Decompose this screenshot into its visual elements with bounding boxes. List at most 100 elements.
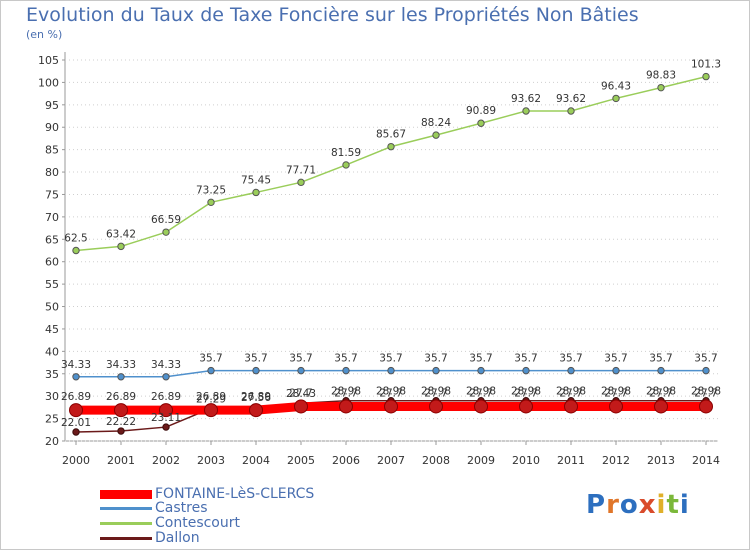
data-point <box>72 246 80 255</box>
data-label: 35.7 <box>514 353 537 365</box>
data-label: 62.5 <box>64 233 87 245</box>
data-point <box>162 228 170 236</box>
data-label: 88.24 <box>421 117 451 129</box>
data-label: 27.7 <box>469 387 492 399</box>
data-point <box>432 366 440 375</box>
data-point <box>477 366 485 375</box>
data-point <box>384 399 398 414</box>
data-label: 27.56 <box>241 392 271 404</box>
x-tick-label: 2012 <box>602 454 630 467</box>
data-label: 93.62 <box>556 93 586 105</box>
data-label: 26.89 <box>196 391 226 403</box>
y-tick-label: 80 <box>45 166 59 179</box>
logo-letter: P <box>586 490 607 520</box>
logo-letter: x <box>638 490 657 520</box>
unit-label: (en %) <box>26 28 63 41</box>
data-point <box>162 423 170 431</box>
data-label: 27.7 <box>334 387 357 399</box>
x-tick-label: 2007 <box>377 454 405 467</box>
logo-letter: r <box>606 490 620 520</box>
legend-label-contescourt: Contescourt <box>155 515 240 531</box>
data-label: 26.89 <box>61 391 91 403</box>
data-point <box>612 94 620 103</box>
data-label: 27.7 <box>424 387 447 399</box>
data-label: 66.59 <box>151 214 181 226</box>
data-label: 34.33 <box>151 359 181 371</box>
data-label: 35.7 <box>559 353 582 365</box>
data-label: 35.7 <box>694 353 717 365</box>
x-tick-label: 2006 <box>332 454 360 467</box>
legend-swatch-fontaine <box>100 489 152 499</box>
x-tick-label: 2011 <box>557 454 585 467</box>
data-label: 27.7 <box>649 387 672 399</box>
data-label: 35.7 <box>604 353 627 365</box>
data-label: 35.7 <box>469 353 492 365</box>
data-label: 35.7 <box>424 353 447 365</box>
x-tick-label: 2005 <box>287 454 315 467</box>
data-point <box>567 366 575 375</box>
legend-item-contescourt: Contescourt <box>100 515 240 531</box>
data-point <box>159 403 173 418</box>
data-label: 27.7 <box>379 387 402 399</box>
grid-lines <box>65 59 718 442</box>
data-point <box>117 373 125 381</box>
data-label: 28.98 <box>421 386 451 398</box>
y-tick-label: 50 <box>45 301 59 314</box>
data-point <box>117 427 125 435</box>
data-label: 28.98 <box>376 386 406 398</box>
y-tick-label: 85 <box>45 144 59 157</box>
data-point <box>207 198 215 207</box>
data-label: 90.89 <box>466 105 496 117</box>
data-point <box>297 366 305 375</box>
data-point <box>252 188 260 197</box>
data-point <box>72 373 80 381</box>
data-label: 27.7 <box>514 387 537 399</box>
data-point <box>609 399 623 414</box>
data-point <box>519 399 533 414</box>
data-point <box>117 242 125 251</box>
data-label: 22.01 <box>61 417 91 429</box>
data-point <box>477 119 485 127</box>
y-tick-label: 105 <box>38 54 59 67</box>
proxiti-logo: Proxiti <box>586 490 690 520</box>
y-tick-label: 65 <box>45 233 59 246</box>
data-label: 28.98 <box>466 386 496 398</box>
y-tick-label: 55 <box>45 278 59 291</box>
logo-letter: i <box>679 490 690 520</box>
data-label: 27.7 <box>559 387 582 399</box>
data-label: 98.83 <box>646 70 676 82</box>
y-tick-label: 40 <box>45 345 59 358</box>
x-tick-label: 2002 <box>152 454 180 467</box>
x-tick-label: 2008 <box>422 454 450 467</box>
legend-label-dallon: Dallon <box>155 530 200 546</box>
y-tick-label: 25 <box>45 413 59 426</box>
logo-letter: t <box>666 490 680 520</box>
data-point <box>564 399 578 414</box>
data-label: 101.3 <box>691 59 721 71</box>
data-label: 28.98 <box>556 386 586 398</box>
x-tick-label: 2001 <box>107 454 135 467</box>
y-tick-label: 100 <box>38 76 59 89</box>
legend-label-fontaine: FONTAINE-LèS-CLERCS <box>155 486 315 502</box>
x-tick-label: 2014 <box>692 454 720 467</box>
data-point <box>252 366 260 375</box>
x-tick-label: 2000 <box>62 454 90 467</box>
data-point <box>522 107 530 115</box>
data-label: 27.29 <box>196 393 226 405</box>
data-label: 28.98 <box>511 386 541 398</box>
data-label: 27.7 <box>694 387 717 399</box>
y-tick-label: 35 <box>45 368 59 381</box>
legend-swatch-castres <box>100 506 152 510</box>
data-point <box>294 399 308 414</box>
x-tick-label: 2003 <box>197 454 225 467</box>
chart-title: Evolution du Taux de Taxe Foncière sur l… <box>26 4 639 26</box>
data-label: 26.89 <box>151 391 181 403</box>
data-point <box>69 403 83 418</box>
data-label: 28.98 <box>646 386 676 398</box>
data-label: 35.7 <box>379 353 402 365</box>
data-label: 77.71 <box>286 164 316 176</box>
data-label: 26.89 <box>106 391 136 403</box>
data-label: 35.7 <box>244 353 267 365</box>
data-point <box>207 366 215 375</box>
data-label: 28.98 <box>691 386 721 398</box>
